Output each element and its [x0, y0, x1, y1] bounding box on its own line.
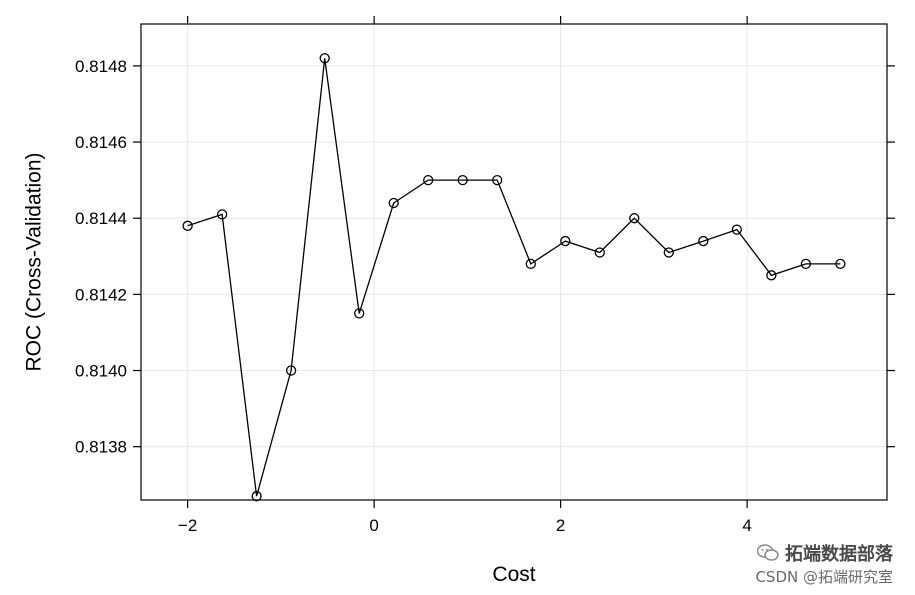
data-point — [525, 258, 536, 270]
data-point — [629, 213, 640, 224]
data-point — [423, 174, 434, 186]
data-point — [594, 247, 605, 258]
data-point — [285, 365, 297, 376]
x-tick-label: 4 — [742, 516, 751, 535]
data-point — [457, 174, 468, 186]
x-axis-title: Cost — [492, 563, 535, 586]
y-tick-label: 0.8142 — [75, 285, 127, 304]
axis-ticks — [133, 16, 895, 508]
y-axis-title: ROC (Cross-Validation) — [22, 153, 45, 372]
data-point — [731, 224, 743, 235]
watermark-source: CSDN @拓端研究室 — [755, 568, 893, 586]
series-line — [187, 58, 841, 497]
y-tick-label: 0.8146 — [75, 133, 127, 152]
y-tick-label: 0.8140 — [75, 362, 127, 381]
data-point — [800, 258, 812, 270]
data-point — [354, 308, 365, 319]
data-point — [251, 491, 262, 502]
data-point — [216, 209, 228, 220]
data-point — [182, 220, 193, 231]
data-point — [388, 197, 399, 209]
data-point — [319, 53, 330, 64]
data-point — [766, 270, 777, 281]
data-point — [698, 235, 709, 247]
grid-lines — [141, 24, 887, 500]
y-tick-label: 0.8138 — [75, 438, 127, 457]
data-point — [560, 235, 571, 247]
y-tick-label: 0.8148 — [75, 57, 127, 76]
watermark-brand-text: 拓端数据部落 — [785, 544, 893, 565]
data-point — [835, 258, 846, 270]
x-tick-label: 0 — [369, 516, 378, 535]
wechat-icon — [756, 543, 779, 567]
x-tick-label: −2 — [178, 516, 197, 535]
data-points — [182, 53, 846, 502]
x-tick-labels: −2 0 2 4 — [178, 516, 752, 535]
watermark-brand: 拓端数据部落 — [756, 540, 893, 567]
x-tick-label: 2 — [556, 516, 565, 535]
data-point — [663, 247, 674, 258]
y-tick-labels: 0.8138 0.8140 0.8142 0.8144 0.8146 0.8148 — [75, 57, 127, 457]
plot-frame — [140, 23, 888, 501]
data-point — [492, 174, 503, 186]
y-tick-label: 0.8144 — [75, 209, 127, 228]
